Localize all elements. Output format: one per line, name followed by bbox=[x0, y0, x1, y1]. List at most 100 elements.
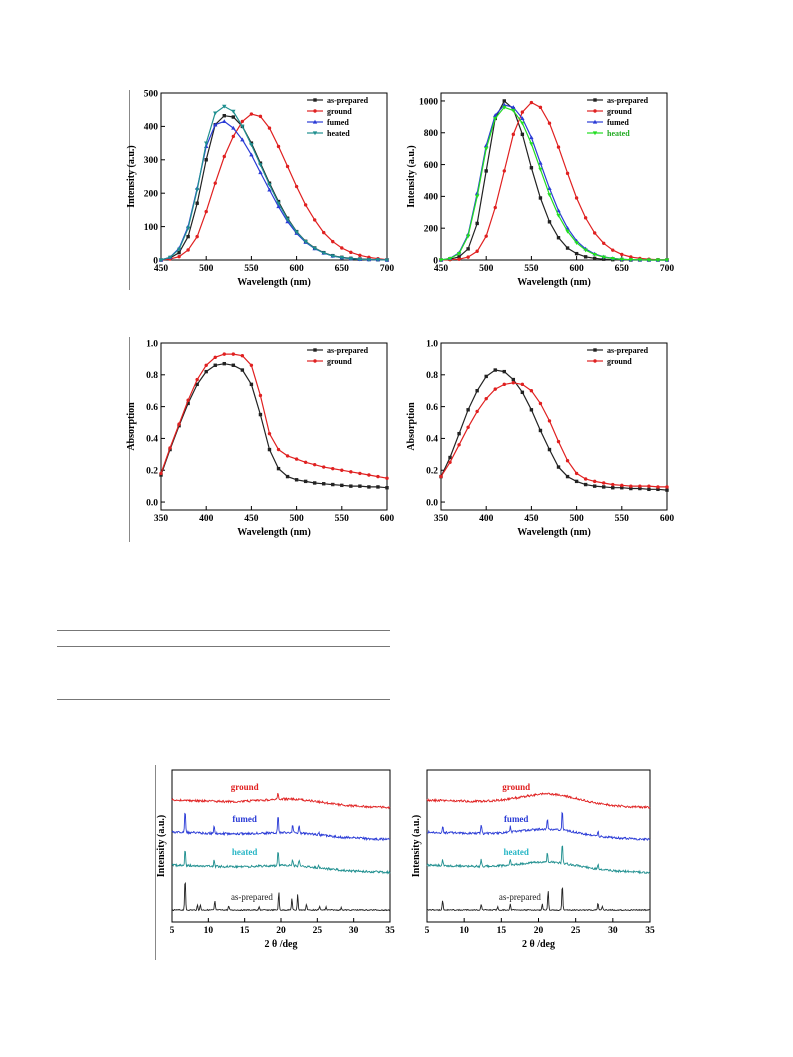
x-tick-label: 400 bbox=[199, 514, 214, 524]
table-top-rule bbox=[57, 630, 390, 631]
y-tick-label: 0.4 bbox=[426, 435, 438, 445]
legend-label: as-prepared bbox=[607, 96, 649, 105]
absorption-chart-right: 350 400 450 500 550 600 Wavelength (nm) 0.0 0.2 0… bbox=[406, 339, 674, 538]
data-point bbox=[611, 482, 615, 487]
data-point bbox=[484, 169, 488, 173]
series-line bbox=[160, 113, 388, 261]
data-point bbox=[656, 487, 660, 492]
data-point bbox=[620, 486, 624, 490]
data-point bbox=[655, 258, 661, 263]
y-tick-label: 0.8 bbox=[146, 371, 158, 381]
data-point bbox=[520, 121, 525, 126]
legend-marker bbox=[313, 109, 317, 113]
x-tick-label: 600 bbox=[380, 514, 395, 524]
data-point bbox=[340, 483, 344, 488]
y-tick-label: 0.4 bbox=[146, 435, 158, 445]
x-tick-label: 15 bbox=[497, 926, 507, 936]
trace-line bbox=[171, 792, 391, 810]
y-tick-label: 400 bbox=[424, 193, 439, 203]
data-point bbox=[592, 231, 597, 235]
data-point bbox=[665, 485, 669, 489]
trace-line bbox=[171, 850, 391, 875]
data-point bbox=[547, 447, 552, 452]
trace-line bbox=[171, 812, 391, 842]
data-point bbox=[249, 152, 254, 157]
data-point bbox=[357, 257, 363, 262]
y-tick-label: 300 bbox=[144, 156, 159, 166]
data-point bbox=[565, 229, 570, 234]
data-point bbox=[294, 184, 299, 189]
data-point bbox=[367, 485, 371, 489]
series-line bbox=[440, 101, 668, 261]
x-axis-label: Wavelength (nm) bbox=[517, 527, 591, 538]
data-point bbox=[484, 374, 488, 379]
data-point bbox=[376, 474, 380, 479]
data-point bbox=[592, 479, 597, 484]
data-point bbox=[511, 377, 516, 382]
legend-label: as-prepared bbox=[327, 346, 369, 355]
trace-line bbox=[426, 845, 651, 875]
data-point bbox=[349, 470, 353, 474]
data-point bbox=[556, 208, 561, 213]
series-heated bbox=[158, 104, 390, 263]
data-point bbox=[322, 482, 326, 486]
x-tick-label: 450 bbox=[434, 264, 449, 274]
data-point bbox=[294, 457, 299, 461]
trace-label: fumed bbox=[232, 814, 257, 824]
data-point bbox=[267, 431, 272, 436]
data-point bbox=[538, 401, 543, 406]
data-point bbox=[213, 355, 217, 360]
data-point bbox=[611, 486, 615, 490]
x-tick-label: 400 bbox=[479, 514, 494, 524]
y-tick-label: 0.6 bbox=[426, 403, 438, 413]
plot-frame bbox=[440, 92, 668, 261]
legend-label: heated bbox=[327, 129, 350, 138]
x-tick-label: 35 bbox=[385, 926, 395, 936]
data-point bbox=[448, 455, 452, 460]
data-point bbox=[466, 247, 470, 251]
data-point bbox=[638, 484, 642, 488]
data-point bbox=[240, 368, 245, 372]
data-point bbox=[511, 381, 516, 385]
plot-frame bbox=[440, 342, 668, 511]
data-point bbox=[583, 248, 588, 253]
data-point bbox=[602, 241, 606, 245]
data-point bbox=[177, 250, 181, 255]
data-point bbox=[647, 484, 651, 488]
data-point bbox=[340, 246, 344, 250]
data-point bbox=[222, 154, 226, 159]
legend-marker bbox=[592, 131, 598, 136]
x-tick-label: 700 bbox=[660, 264, 675, 274]
series-fumed bbox=[158, 119, 390, 262]
data-point bbox=[565, 246, 570, 250]
legend-marker bbox=[593, 348, 597, 352]
trace-label: ground bbox=[231, 782, 259, 792]
series-ground bbox=[439, 381, 669, 489]
data-point bbox=[493, 116, 498, 121]
data-point bbox=[312, 246, 317, 251]
data-point bbox=[448, 460, 452, 464]
data-point bbox=[466, 425, 470, 429]
data-point bbox=[294, 230, 299, 235]
data-point bbox=[538, 428, 543, 433]
data-point bbox=[547, 419, 552, 423]
data-point bbox=[465, 234, 471, 239]
x-tick-label: 5 bbox=[425, 926, 430, 936]
y-tick-label: 0.0 bbox=[426, 498, 438, 508]
x-axis-label: Wavelength (nm) bbox=[237, 277, 311, 288]
data-point bbox=[474, 194, 480, 199]
data-point bbox=[529, 100, 534, 105]
data-point bbox=[511, 105, 516, 109]
y-axis-label: Intensity (a.u.) bbox=[126, 145, 137, 208]
data-point bbox=[204, 369, 208, 374]
data-point bbox=[285, 474, 290, 479]
x-tick-label: 450 bbox=[524, 514, 539, 524]
data-point bbox=[222, 352, 226, 356]
data-point bbox=[276, 447, 281, 452]
trace-fumed bbox=[426, 811, 651, 842]
legend-marker bbox=[593, 359, 597, 363]
data-point bbox=[664, 258, 670, 263]
x-tick-label: 20 bbox=[534, 926, 544, 936]
xrd-chart-left: 5 10 15 20 25 30 35 2 θ /deg Intensity (a.u.) gro… bbox=[156, 769, 395, 950]
data-point bbox=[556, 236, 561, 240]
